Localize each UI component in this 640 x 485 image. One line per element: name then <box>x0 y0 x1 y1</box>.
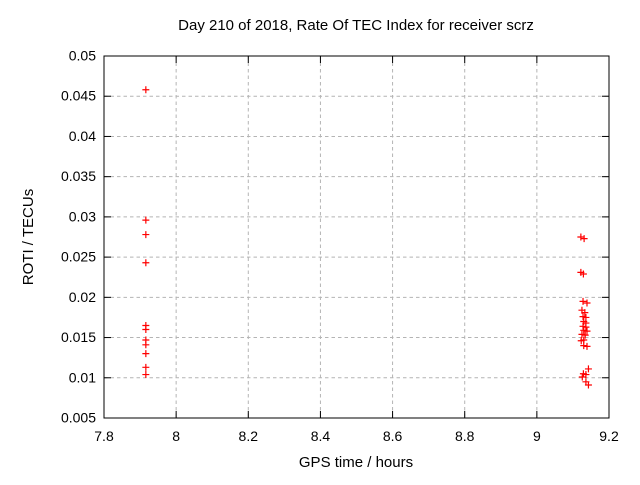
data-point <box>584 365 592 373</box>
x-tick-label: 8.2 <box>239 428 259 444</box>
data-point <box>142 363 150 371</box>
data-point <box>142 326 150 334</box>
data-point <box>142 371 150 379</box>
x-tick-label: 9.2 <box>599 428 619 444</box>
y-tick-label: 0.035 <box>61 168 96 184</box>
y-tick-label: 0.03 <box>69 208 96 224</box>
y-tick-label: 0.005 <box>61 410 96 426</box>
data-point <box>580 342 588 350</box>
plot-border <box>103 55 610 419</box>
y-tick-label: 0.01 <box>69 369 96 385</box>
data-point <box>580 326 588 334</box>
data-point <box>580 235 588 243</box>
plot-frame <box>103 55 610 419</box>
x-tick-label: 9 <box>533 428 541 444</box>
data-point <box>577 337 585 345</box>
x-tick-label: 8.8 <box>455 428 475 444</box>
y-tick-label: 0.025 <box>61 249 96 265</box>
data-point <box>579 297 587 305</box>
y-tick-label: 0.02 <box>69 289 96 305</box>
y-axis-label: ROTI / TECUs <box>20 189 37 285</box>
data-point <box>578 330 586 338</box>
axis-ticks <box>103 55 610 419</box>
data-point <box>142 350 150 358</box>
data-point <box>142 86 150 94</box>
chart-text: Day 210 of 2018, Rate Of TEC Index for r… <box>20 17 534 471</box>
data-point <box>583 299 591 307</box>
data-point <box>142 341 150 349</box>
data-point <box>142 231 150 239</box>
tick-labels: 7.8 8 8.2 8.4 8.6 8.8 9 9.2 0.005 0.01 0.015 0.02 0.… <box>61 48 619 445</box>
data-point <box>583 327 591 335</box>
data-point <box>142 259 150 267</box>
x-tick-label: 8 <box>172 428 180 444</box>
x-axis-label: GPS time / hours <box>299 454 413 471</box>
data-point <box>584 381 592 389</box>
y-tick-label: 0.04 <box>69 128 96 144</box>
data-point <box>582 371 590 379</box>
y-tick-label: 0.05 <box>69 48 96 64</box>
data-point <box>579 270 587 278</box>
data-point <box>577 233 585 241</box>
x-tick-label: 7.8 <box>94 428 114 444</box>
data-points <box>142 86 592 389</box>
y-tick-label: 0.015 <box>61 329 96 345</box>
data-point <box>142 216 150 224</box>
gridlines <box>104 56 609 418</box>
x-tick-label: 8.4 <box>311 428 331 444</box>
x-tick-label: 8.6 <box>383 428 403 444</box>
data-point <box>583 342 591 350</box>
data-point <box>581 331 589 339</box>
chart-title: Day 210 of 2018, Rate Of TEC Index for r… <box>178 17 534 34</box>
data-point <box>581 309 589 317</box>
y-tick-label: 0.045 <box>61 88 96 104</box>
data-point <box>578 373 586 381</box>
